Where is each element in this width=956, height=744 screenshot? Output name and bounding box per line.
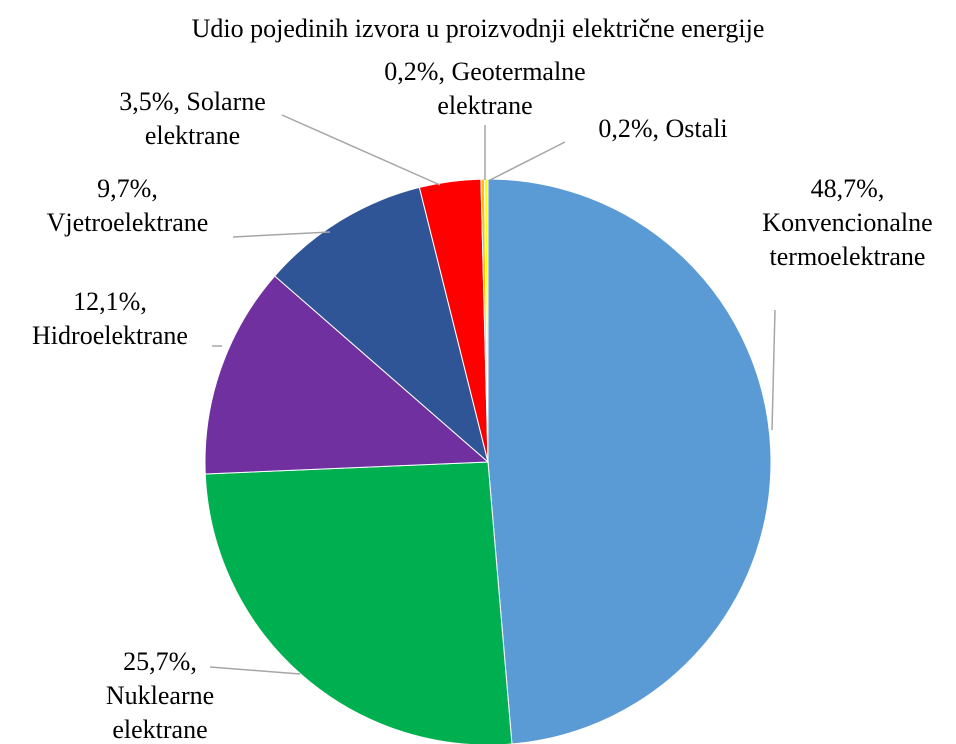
category-label: Konvencionalne termoelektrane xyxy=(762,208,933,271)
data-label: 48,7%, Konvencionalne termoelektrane xyxy=(740,172,955,274)
data-label: 9,7%, Vjetroelektrane xyxy=(20,172,235,240)
value-label: 3,5%, xyxy=(119,87,180,116)
category-label: Nuklearne elektrane xyxy=(105,681,215,744)
category-label: Ostali xyxy=(665,114,728,143)
data-label: 0,2%, Ostali xyxy=(568,112,758,146)
pie-slice xyxy=(487,178,772,744)
chart-title: Udio pojedinih izvora u proizvodnji elek… xyxy=(191,14,765,43)
data-label: 25,7%, Nuklearne elektrane xyxy=(95,645,225,744)
category-label: Hidroelektrane xyxy=(32,321,188,350)
value-label: 48,7%, xyxy=(810,174,885,203)
data-label: 3,5%, Solarne elektrane xyxy=(95,85,290,153)
data-label: 0,2%, Geotermalne elektrane xyxy=(365,55,605,123)
leader-line xyxy=(771,309,776,431)
data-label: 12,1%, Hidroelektrane xyxy=(5,285,215,353)
pie-slice xyxy=(274,186,489,464)
leader-line xyxy=(232,231,331,238)
pie-slice xyxy=(204,275,490,475)
leader-line xyxy=(489,141,566,181)
value-label: 0,2%, xyxy=(598,114,660,143)
value-label: 12,1%, xyxy=(73,287,147,316)
leader-line xyxy=(209,666,301,675)
leader-line xyxy=(281,114,441,186)
value-label: 9,7%, xyxy=(97,174,158,203)
value-label: 0,2%, xyxy=(384,57,445,86)
pie-slice xyxy=(204,461,513,744)
value-label: 25,7%, xyxy=(123,647,197,676)
category-label: Vjetroelektrane xyxy=(46,208,209,237)
category-label: Geotermalne elektrane xyxy=(437,57,586,120)
category-label: Solarne elektrane xyxy=(144,87,266,150)
